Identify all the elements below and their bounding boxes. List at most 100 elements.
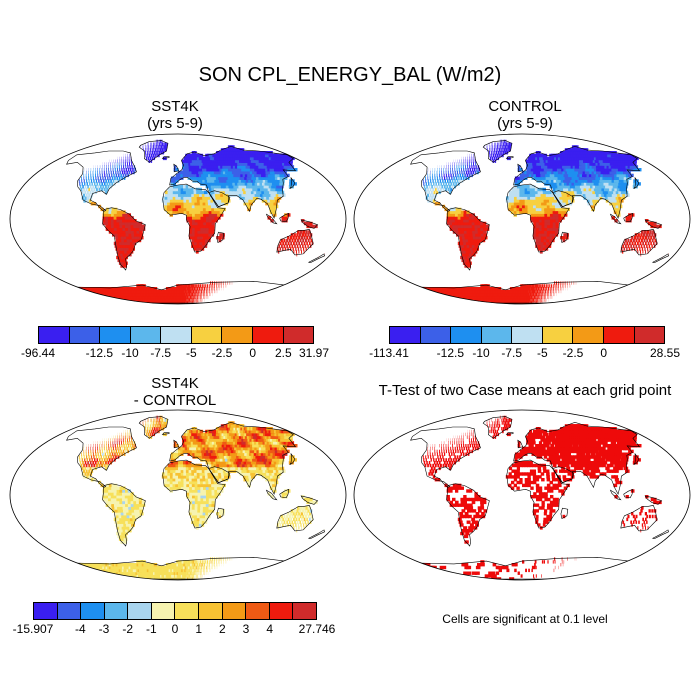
map-cell [452,227,457,231]
map-cell [195,295,197,299]
map-cell [127,241,132,246]
panel-2-title-line2: (yrs 5-9) [497,115,553,132]
map-cell [528,162,531,166]
map-cell [160,145,163,149]
map-cell [651,238,654,243]
map-cell [473,250,478,254]
map-cell [296,233,299,237]
map-cell [534,284,537,288]
map-cell [562,196,566,200]
map-cell [570,187,575,192]
map-cell [459,173,462,178]
map-cell [452,301,460,304]
map-cell [586,187,591,192]
map-cell [536,176,540,180]
map-cell [97,170,98,175]
map-cell [241,176,247,180]
map-cell [86,179,88,183]
map-cell [148,148,150,152]
map-cell [437,202,441,206]
map-cell [119,216,123,220]
map-cell [613,199,619,203]
map-cells [66,139,325,304]
map-cell [283,238,286,243]
map-cell [562,236,566,240]
map-cell [191,170,195,175]
map-cell [194,216,199,220]
map-cell [202,287,204,291]
map-cell [496,153,498,158]
map-cell [442,179,444,183]
map-cell [563,168,568,172]
map-cell [449,216,453,220]
map-cell [427,187,429,192]
map-cell [130,227,135,231]
map-cell [548,292,550,297]
map-cell [525,287,528,291]
map-cell [465,170,468,175]
map-cell [120,236,125,240]
map-cell [268,202,273,206]
map-cell [112,233,116,237]
map-cell [458,230,463,234]
map-cell [455,176,458,180]
map-cell [519,204,523,209]
map-cell [516,210,520,214]
map-cell [98,187,101,192]
map-cell [214,207,218,212]
map-cell [244,187,249,192]
map-cell [511,301,515,304]
map-cell [599,179,605,183]
map-cell [292,247,294,251]
map-cell [197,216,201,220]
map-cell [218,185,223,189]
map-cell [532,284,535,288]
map-cell [88,193,91,197]
map-cell [100,179,102,183]
map-cell [632,238,635,243]
map-cell [96,298,104,302]
map-cell [540,193,544,197]
map-cell [559,185,564,189]
map-cell [436,190,439,195]
map-cell [123,261,128,265]
map-cell [207,159,212,163]
map-cell [461,253,466,257]
map-cell [153,151,156,155]
map-cell [223,196,228,200]
map-cell [155,142,157,146]
map-cell [189,289,192,294]
map-cell [103,170,105,175]
map-cell [470,170,472,175]
map-cell [247,182,252,186]
map-cell [180,207,185,212]
map-cell [188,165,192,169]
map-cell [460,162,462,166]
map-cell [438,185,441,189]
map-cell [187,301,189,304]
map-cell [647,247,649,251]
map-cell [524,187,528,192]
map-cell [536,165,541,169]
map-cell [195,187,200,192]
map-cell [191,287,194,291]
map-cell [169,301,172,304]
map-cell [81,190,84,195]
map-cell [211,224,215,229]
map-cell [249,182,255,186]
map-cell [136,224,140,229]
map-cell [197,284,200,288]
map-cell [219,173,224,178]
map-cell [543,168,548,172]
map-cell [113,219,117,223]
map-cell [275,193,281,197]
map-cell [189,219,193,223]
map-cell [454,221,459,226]
map-cell [553,170,558,175]
map-cell [500,153,502,158]
map-cell [127,219,131,223]
map-cell [167,196,171,200]
map-cell [178,295,180,299]
map-cell [302,230,306,234]
map-cell [204,168,208,172]
